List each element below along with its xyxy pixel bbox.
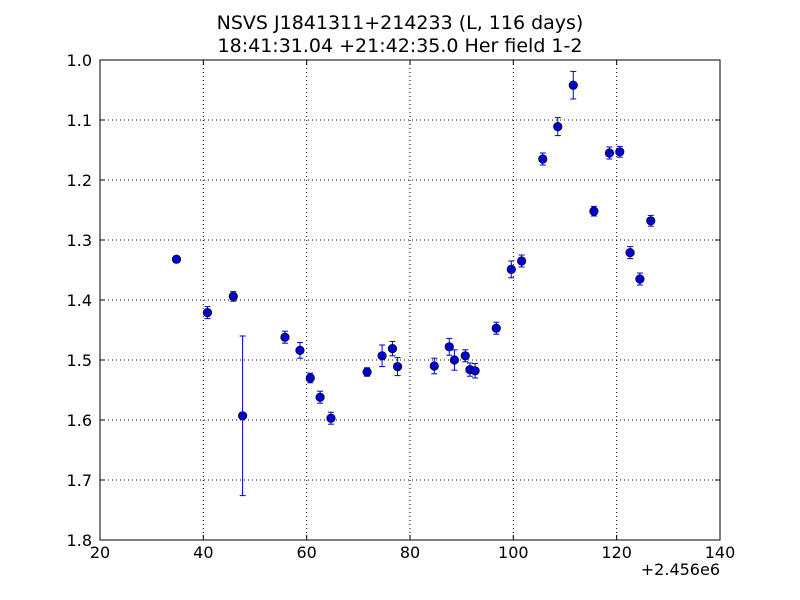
x-tick-label: 100 [498,543,529,562]
y-tick-label: 1.6 [67,411,92,430]
grid-lines [100,60,720,540]
data-point [635,274,645,284]
data-point [444,342,454,352]
data-point [538,154,548,164]
y-tick-label: 1.8 [67,531,92,550]
y-tick-label: 1.7 [67,471,92,490]
error-bars [173,70,654,497]
data-point [280,332,290,342]
data-point [326,413,336,423]
x-tick-label: 60 [296,543,316,562]
data-point [516,256,527,266]
y-tick-label: 1.5 [67,351,92,370]
data-points [171,80,656,423]
x-tick-label: 140 [705,543,736,562]
data-point [506,264,516,275]
y-tick-label: 1.4 [67,291,92,310]
data-point [470,366,480,376]
x-tick-label: 20 [90,543,110,562]
data-point [305,373,315,383]
data-point [315,392,325,402]
data-point [393,362,403,372]
tick-labels: 20 40 60 80 100 120 140 1.0 1.1 1.2 1.3 1.4 1.5 1.6 1.… [67,51,736,562]
data-point [604,148,615,158]
data-point [491,323,501,333]
data-point [362,367,372,377]
y-tick-label: 1.0 [67,51,92,70]
y-tick-label: 1.2 [67,171,92,190]
data-point [377,351,387,361]
x-tick-label: 80 [400,543,420,562]
data-point [460,351,470,361]
data-point [171,254,182,264]
data-point [387,344,398,354]
data-point [295,345,305,356]
x-tick-label: 40 [193,543,213,562]
data-point [429,361,439,371]
data-point [553,121,563,132]
chart-subtitle: 18:41:31.04 +21:42:35.0 Her field 1-2 [217,35,583,57]
data-point [238,411,248,421]
x-axis-offset-label: +2.456e6 [640,560,720,579]
data-point [449,355,460,365]
x-tick-label: 120 [601,543,632,562]
data-point [202,308,213,318]
y-tick-label: 1.3 [67,231,92,250]
data-point [625,248,635,258]
axis-ticks [99,59,721,541]
chart-title: NSVS J1841311+214233 (L, 116 days) [216,12,584,34]
data-point [228,291,238,302]
data-point [646,216,656,226]
y-tick-label: 1.1 [67,111,92,130]
data-point [589,206,599,216]
data-point [615,147,625,157]
data-point [568,80,578,90]
